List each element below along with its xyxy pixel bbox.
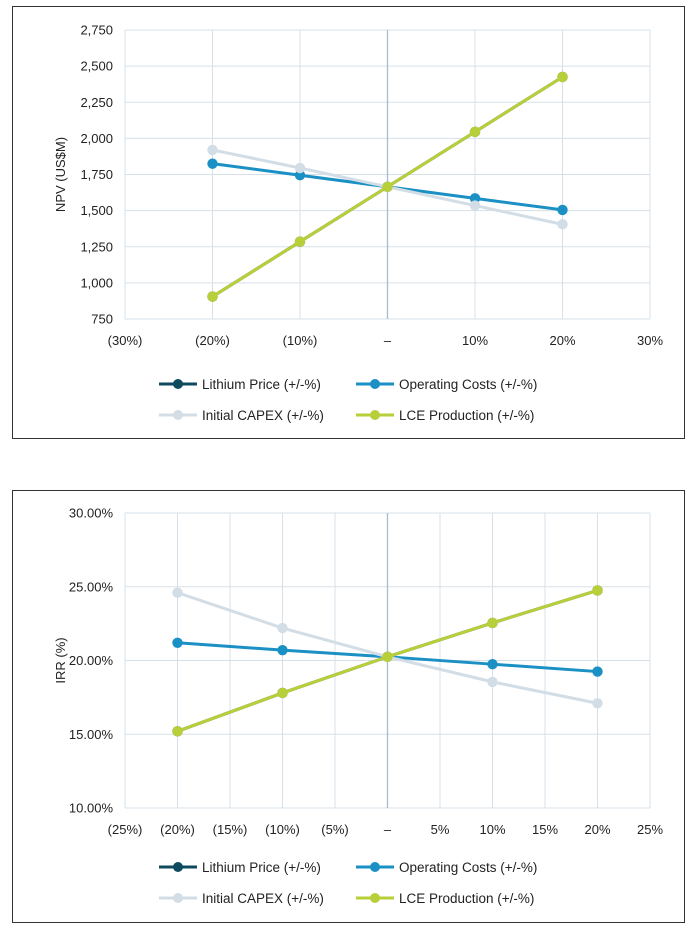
data-point-lce-production	[172, 726, 183, 737]
x-tick-label: 25%	[637, 822, 663, 837]
x-tick-label: (10%)	[283, 333, 318, 348]
legend-label: LCE Production (+/-%)	[399, 891, 534, 906]
data-point-initial-capex	[277, 622, 288, 634]
data-point-initial-capex	[487, 676, 498, 688]
legend-swatch-marker	[173, 862, 183, 872]
x-tick-label: 10%	[479, 822, 505, 837]
y-tick-label: 20.00%	[69, 653, 114, 668]
data-point-operating-costs	[277, 644, 288, 656]
irr-chart: 10.00% 15.00% 20.00% 25.00% 30.00% (25%) (20%)…	[53, 506, 663, 907]
data-point-initial-capex	[592, 698, 603, 709]
x-tick-label: (20%)	[160, 822, 195, 837]
y-tick-label: 1,250	[80, 239, 113, 254]
legend-swatch-marker	[173, 893, 183, 903]
x-tick-label: 10%	[462, 333, 488, 348]
legend-swatch-marker	[370, 379, 380, 389]
data-point-operating-costs	[294, 170, 306, 181]
x-tick-label: –	[384, 822, 392, 837]
x-tick-label: 15%	[532, 822, 558, 837]
npv-chart-panel: 750 1,000 1,250 1,500 1,750 2,000 2,250 2,500 2,…	[12, 6, 685, 439]
legend-swatch-marker	[370, 893, 380, 903]
legend-label: LCE Production (+/-%)	[399, 408, 534, 423]
legend-label: Initial CAPEX (+/-%)	[202, 408, 324, 423]
data-point-lce-production	[557, 71, 568, 83]
legend-swatch-marker	[173, 379, 183, 389]
y-tick-label: 2,250	[80, 95, 113, 110]
y-tick-label: 30.00%	[69, 506, 114, 521]
data-point-operating-costs	[469, 193, 481, 204]
data-point-initial-capex	[469, 200, 481, 211]
x-tick-label: (15%)	[213, 822, 248, 837]
legend-label: Operating Costs (+/-%)	[399, 860, 537, 875]
x-tick-label: 5%	[431, 822, 450, 837]
y-tick-label: 1,500	[80, 203, 113, 218]
x-tick-label: 20%	[549, 333, 575, 348]
x-tick-label: (20%)	[195, 333, 230, 348]
data-point-operating-costs	[207, 158, 218, 169]
legend-label: Lithium Price (+/-%)	[202, 860, 321, 875]
legend-swatch-marker	[370, 862, 380, 872]
legend-label: Operating Costs (+/-%)	[399, 377, 537, 392]
y-tick-label: 1,000	[80, 275, 113, 290]
npv-chart: 750 1,000 1,250 1,500 1,750 2,000 2,250 2,500 2,…	[53, 23, 663, 424]
y-tick-label: 1,750	[80, 167, 113, 182]
x-tick-label: 20%	[584, 822, 610, 837]
data-point-lce-production	[592, 585, 603, 596]
legend-label: Initial CAPEX (+/-%)	[202, 891, 324, 906]
data-point-operating-costs	[172, 637, 183, 648]
data-point-operating-costs	[487, 658, 498, 670]
data-point-lce-production	[382, 651, 393, 663]
y-tick-label: 2,750	[80, 23, 113, 38]
x-tick-label: –	[384, 333, 392, 348]
data-point-operating-costs	[592, 666, 603, 677]
x-tick-label: 30%	[637, 333, 663, 348]
y-tick-label: 750	[91, 312, 113, 327]
legend-swatch-marker	[173, 410, 183, 420]
y-tick-label: 2,000	[80, 131, 113, 146]
y-tick-label: 15.00%	[69, 727, 114, 742]
y-tick-label: 25.00%	[69, 579, 114, 594]
y-axis-title: NPV (US$M)	[53, 137, 68, 212]
data-point-lce-production	[487, 617, 498, 629]
x-tick-label: (5%)	[321, 822, 348, 837]
y-tick-label: 2,500	[80, 59, 113, 74]
x-tick-label: (30%)	[108, 333, 143, 348]
legend-swatch-marker	[370, 410, 380, 420]
data-point-lce-production	[277, 687, 288, 699]
legend-label: Lithium Price (+/-%)	[202, 377, 321, 392]
data-point-lce-production	[207, 291, 218, 302]
data-point-lce-production	[294, 236, 306, 247]
data-point-operating-costs	[557, 204, 568, 216]
y-tick-label: 10.00%	[69, 801, 114, 816]
data-point-lce-production	[382, 181, 393, 192]
y-axis-title: IRR (%)	[53, 637, 68, 683]
data-point-initial-capex	[557, 219, 568, 230]
data-point-initial-capex	[207, 144, 218, 156]
x-tick-label: (25%)	[108, 822, 143, 837]
data-point-initial-capex	[172, 587, 183, 598]
x-tick-label: (10%)	[265, 822, 300, 837]
irr-chart-panel: 10.00% 15.00% 20.00% 25.00% 30.00% (25%) (20%)…	[12, 490, 685, 923]
data-point-initial-capex	[294, 162, 306, 174]
data-point-lce-production	[469, 126, 481, 138]
